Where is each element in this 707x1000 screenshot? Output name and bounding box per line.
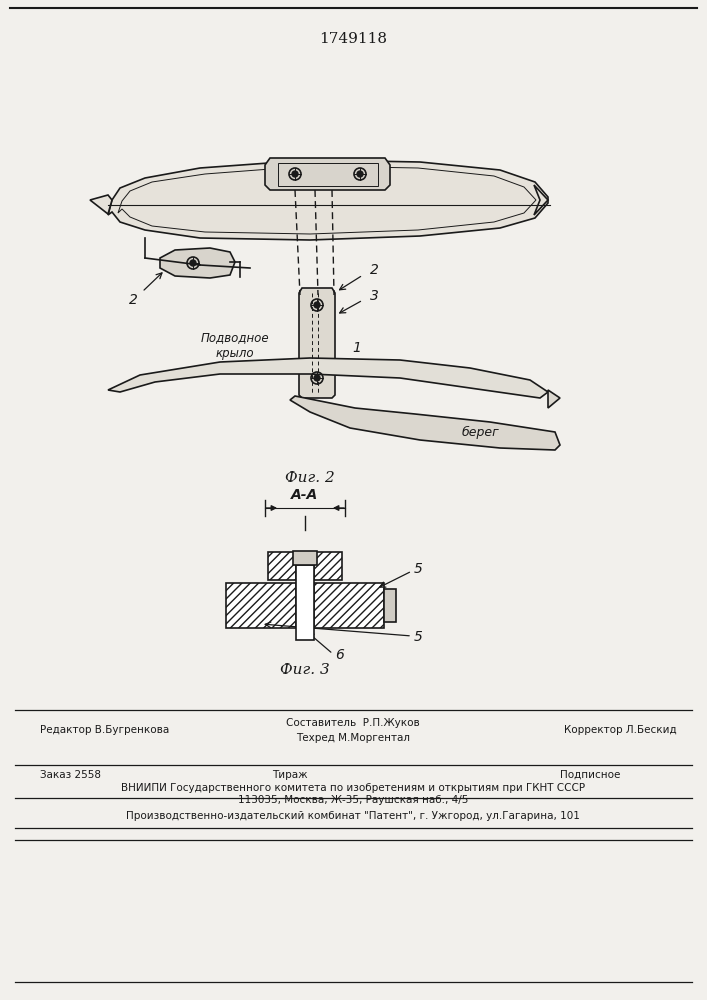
Polygon shape xyxy=(108,358,548,398)
Text: Подписное: Подписное xyxy=(560,770,620,780)
Text: ВНИИПИ Государственного комитета по изобретениям и открытиям при ГКНТ СССР: ВНИИПИ Государственного комитета по изоб… xyxy=(121,783,585,793)
Text: Тираж: Тираж xyxy=(272,770,308,780)
Text: 2: 2 xyxy=(370,263,379,277)
Polygon shape xyxy=(160,248,235,278)
Text: 5: 5 xyxy=(414,562,423,576)
Circle shape xyxy=(314,375,320,381)
Bar xyxy=(314,552,342,580)
Text: 1: 1 xyxy=(352,341,361,355)
Text: 1749118: 1749118 xyxy=(319,32,387,46)
Text: Корректор Л.Бескид: Корректор Л.Бескид xyxy=(563,725,677,735)
Polygon shape xyxy=(108,160,548,240)
Text: Заказ 2558: Заказ 2558 xyxy=(40,770,101,780)
Text: Производственно-издательский комбинат "Патент", г. Ужгород, ул.Гагарина, 101: Производственно-издательский комбинат "П… xyxy=(126,811,580,821)
Text: Фиг. 2: Фиг. 2 xyxy=(285,471,335,485)
Text: Составитель  Р.П.Жуков: Составитель Р.П.Жуков xyxy=(286,718,420,728)
Text: А-А: А-А xyxy=(291,488,319,502)
Text: берег: берег xyxy=(462,425,500,439)
Circle shape xyxy=(190,260,196,266)
Text: крыло: крыло xyxy=(216,348,255,360)
Text: 5: 5 xyxy=(414,630,423,644)
Text: Редактор В.Бугренкова: Редактор В.Бугренкова xyxy=(40,725,169,735)
Circle shape xyxy=(292,171,298,177)
Text: 6: 6 xyxy=(335,648,344,662)
Bar xyxy=(293,551,317,565)
Text: Подводное: Подводное xyxy=(201,332,269,344)
Bar xyxy=(226,583,296,628)
Bar xyxy=(268,552,296,580)
Polygon shape xyxy=(290,396,560,450)
Polygon shape xyxy=(548,390,560,408)
Circle shape xyxy=(314,302,320,308)
Text: Фиг. 3: Фиг. 3 xyxy=(280,663,330,677)
Polygon shape xyxy=(299,288,335,398)
Text: 3: 3 xyxy=(370,289,379,303)
Text: 2: 2 xyxy=(129,293,137,307)
Text: Техред М.Моргентал: Техред М.Моргентал xyxy=(296,733,410,743)
Bar xyxy=(314,583,384,628)
Circle shape xyxy=(357,171,363,177)
Polygon shape xyxy=(534,185,548,215)
Polygon shape xyxy=(90,195,112,214)
Bar xyxy=(296,565,314,640)
Polygon shape xyxy=(265,158,390,190)
Bar xyxy=(384,589,396,622)
Text: 113035, Москва, Ж-35, Раушская наб., 4/5: 113035, Москва, Ж-35, Раушская наб., 4/5 xyxy=(238,795,468,805)
